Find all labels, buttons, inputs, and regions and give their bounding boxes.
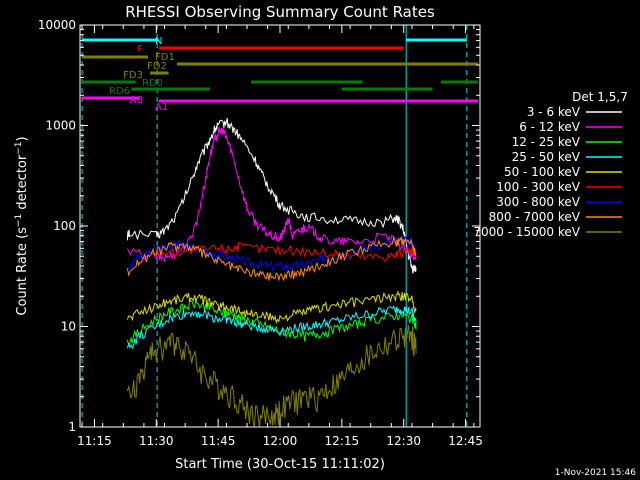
series-line-6-12-kev [126,126,417,262]
legend-label-25-50-kev: 25 - 50 keV [512,150,581,164]
series-line-800-7000-kev [126,235,417,282]
y-tick-label: 1 [68,420,76,434]
flag-label-rd0: RD0 [142,78,163,89]
legend-label-7000-15000-kev: 7000 - 15000 keV [473,225,580,239]
flag-label-a1: A1 [155,102,168,113]
chart-title: RHESSI Observing Summary Count Rates [125,3,435,21]
y-axis-label-end: ) [15,136,30,141]
y-tick-label: 1000 [45,119,76,133]
y-tick-label: 100 [53,219,76,233]
y-tick-label: 10000 [38,18,76,32]
x-tick-label: 11:15 [77,434,112,448]
x-axis-label: Start Time (30-Oct-15 11:11:02) [175,457,385,472]
legend-label-6-12-kev: 6 - 12 keV [519,120,581,134]
x-tick-label: 12:45 [448,434,483,448]
y-axis-label-main: Count Rate (s [15,227,30,316]
legend-label-3-6-kev: 3 - 6 keV [527,105,581,119]
y-tick-label: 10 [61,320,76,334]
flag-label-fd2: FD2 [147,61,167,72]
y-axis-label-sup-1: −1 [14,214,24,227]
series-line-25-50-kev [126,305,417,350]
y-axis-label-sup-2: −1 [14,141,24,154]
flag-label-n: N [155,36,162,47]
legend-label-50-100-kev: 50 - 100 keV [504,165,581,179]
flag-label-f: F [137,44,143,55]
series-line-12-25-kev [126,299,417,347]
legend-label-100-300-kev: 100 - 300 keV [496,180,580,194]
series-line-7000-15000-kev [126,325,417,428]
flag-label-fd3: FD3 [123,70,143,81]
flag-label-fd1: FD1 [155,52,175,63]
x-tick-label: 11:45 [201,434,236,448]
x-tick-label: 12:30 [386,434,421,448]
series-line-3-6-kev [126,118,417,274]
x-tick-label: 12:00 [263,434,298,448]
series-line-100-300-kev [155,241,417,262]
y-axis-label-mid: detector [15,154,30,214]
flag-label-rd6: RD6 [109,86,130,97]
footer-date: 1-Nov-2021 15:46 [555,468,637,478]
flag-label-a0: A0 [130,95,143,106]
legend-label-800-7000-kev: 800 - 7000 keV [489,210,581,224]
series-line-50-100-kev [126,290,417,325]
x-tick-label: 11:30 [139,434,174,448]
x-tick-label: 12:15 [325,434,360,448]
legend-label-300-800-kev: 300 - 800 keV [496,195,580,209]
y-axis-label: Count Rate (s−1 detector−1) [14,136,30,315]
legend-label-12-25-kev: 12 - 25 keV [512,135,581,149]
legend-title: Det 1,5,7 [572,90,628,104]
